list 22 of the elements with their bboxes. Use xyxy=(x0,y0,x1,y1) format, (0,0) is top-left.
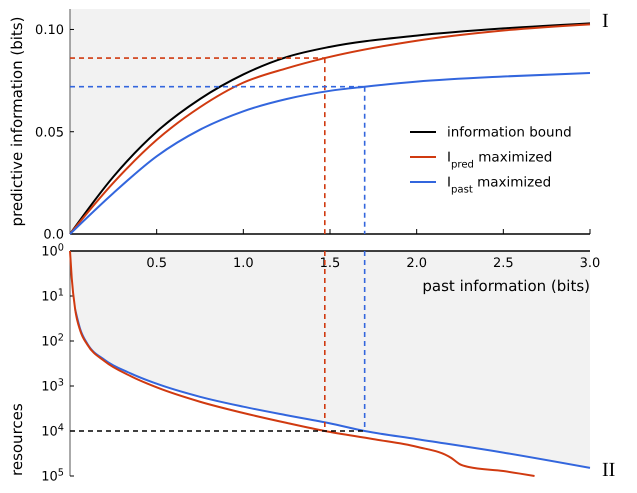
y-axis-title: resources xyxy=(8,403,26,476)
x-tick-label: 3.0 xyxy=(580,256,600,271)
legend-label: I$_{pred}$ maximized xyxy=(447,150,552,170)
text: I xyxy=(602,10,609,32)
y-tick-label: 10$^{0}$ xyxy=(41,242,64,260)
y-tick-label: 10$^{3}$ xyxy=(41,377,64,395)
y-tick-label: 10$^{5}$ xyxy=(41,467,64,485)
y-tick-label: 10$^{4}$ xyxy=(41,422,64,440)
y-axis-title: predictive information (bits) xyxy=(8,16,26,226)
y-tick-label: 10$^{2}$ xyxy=(41,332,64,350)
legend-label: I$_{past}$ maximized xyxy=(447,174,552,196)
y-tick-label: 10$^{1}$ xyxy=(41,287,64,305)
x-tick-label: 1.0 xyxy=(232,256,254,271)
x-tick-label: 2.0 xyxy=(406,256,428,271)
x-tick-label: 0.5 xyxy=(146,256,168,271)
y-tick-label: 0.10 xyxy=(35,23,64,38)
y-tick-label: 0.0 xyxy=(43,228,64,243)
x-axis-title: past information (bits) xyxy=(422,277,590,295)
y-tick-label: 0.05 xyxy=(35,125,64,140)
x-tick-label: 2.5 xyxy=(492,256,514,271)
text: II xyxy=(602,459,616,481)
legend-label: information bound xyxy=(447,124,572,141)
